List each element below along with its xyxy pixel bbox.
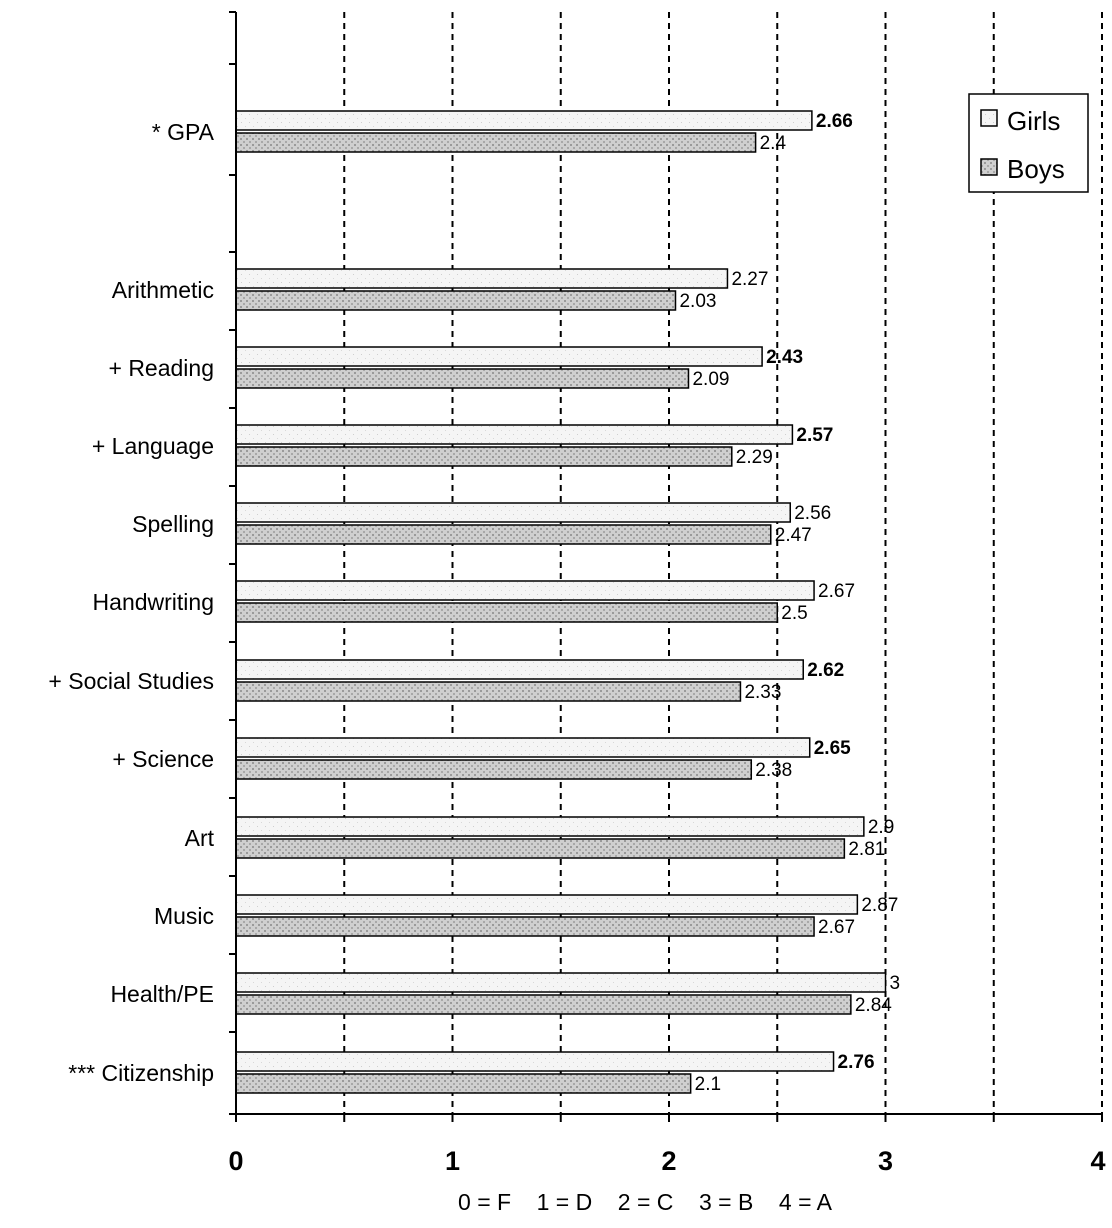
- bar-girls: [235, 424, 794, 445]
- value-label-boys: 2.29: [736, 447, 773, 468]
- value-label-girls: 3: [890, 973, 901, 994]
- x-tick-label: 0: [228, 1146, 243, 1176]
- value-label-girls: 2.43: [766, 347, 803, 368]
- x-tick-label: 2: [661, 1146, 676, 1176]
- value-label-boys: 2.03: [679, 291, 716, 312]
- bar-boys: [235, 446, 733, 467]
- bar-boys: [235, 759, 753, 780]
- bar-boys: [235, 1073, 692, 1094]
- category-label: Spelling: [132, 511, 214, 537]
- category-label: Music: [154, 903, 214, 929]
- bar-boys: [235, 290, 677, 311]
- bar-girls: [235, 737, 811, 758]
- bar-girls: [235, 1051, 835, 1072]
- value-label-girls: 2.27: [731, 269, 768, 290]
- category-label: + Social Studies: [48, 668, 214, 694]
- category-label: *** Citizenship: [68, 1060, 214, 1086]
- value-label-boys: 2.84: [855, 995, 892, 1016]
- labels: 2.66 2.4 * GPA 2.27 2.03 Arithmetic 2.43 2.09 + …: [48, 111, 1105, 1176]
- category-label: * GPA: [152, 119, 215, 145]
- x-tick-label: 4: [1090, 1146, 1105, 1176]
- value-label-boys: 2.09: [692, 369, 729, 390]
- bar-girls: [235, 894, 859, 915]
- value-label-girls: 2.76: [838, 1052, 875, 1073]
- category-label: Art: [185, 825, 215, 851]
- bar-boys: [235, 368, 690, 389]
- legend-swatch-boys: [980, 158, 998, 176]
- bar-boys: [235, 524, 772, 545]
- bar-girls: [235, 502, 791, 523]
- category-label: + Reading: [109, 355, 215, 381]
- category-label: Handwriting: [93, 589, 214, 615]
- value-label-girls: 2.56: [794, 503, 831, 524]
- value-label-boys: 2.1: [695, 1074, 721, 1095]
- grade-key-caption: 0 = F 1 = D 2 = C 3 = B 4 = A: [458, 1189, 833, 1215]
- category-label: Health/PE: [110, 981, 214, 1007]
- value-label-girls: 2.62: [807, 660, 844, 681]
- bar-boys: [235, 602, 778, 623]
- value-label-girls: 2.65: [814, 738, 851, 759]
- bar-girls: [235, 972, 887, 993]
- value-label-boys: 2.81: [848, 839, 885, 860]
- legend: Girls Boys: [968, 93, 1089, 193]
- value-label-girls: 2.9: [868, 817, 894, 838]
- x-tick-label: 1: [445, 1146, 460, 1176]
- value-label-girls: 2.87: [861, 895, 898, 916]
- bar-girls: [235, 268, 729, 289]
- value-label-girls: 2.66: [816, 111, 853, 132]
- bar-girls: [235, 659, 804, 680]
- axes: [229, 11, 1103, 1122]
- value-label-girls: 2.67: [818, 581, 855, 602]
- bar-girls: [235, 580, 815, 601]
- value-label-boys: 2.5: [781, 603, 807, 624]
- bar-boys: [235, 916, 815, 937]
- category-label: + Science: [112, 746, 214, 772]
- bars: [235, 110, 887, 1094]
- value-label-boys: 2.33: [744, 682, 781, 703]
- value-label-boys: 2.38: [755, 760, 792, 781]
- legend-label-girls: Girls: [1007, 106, 1060, 136]
- bar-girls: [235, 110, 813, 131]
- bar-boys: [235, 838, 846, 859]
- legend-swatch-girls: [980, 109, 998, 127]
- bar-boys: [235, 681, 742, 702]
- category-label: Arithmetic: [112, 277, 214, 303]
- value-label-boys: 2.4: [760, 133, 787, 154]
- bar-girls: [235, 346, 763, 367]
- value-label-girls: 2.57: [796, 425, 833, 446]
- bar-boys: [235, 994, 852, 1015]
- bar-boys: [235, 132, 757, 153]
- x-tick-label: 3: [878, 1146, 893, 1176]
- value-label-boys: 2.47: [775, 525, 812, 546]
- legend-label-boys: Boys: [1007, 154, 1065, 184]
- bar-girls: [235, 816, 865, 837]
- value-label-boys: 2.67: [818, 917, 855, 938]
- category-label: + Language: [92, 433, 214, 459]
